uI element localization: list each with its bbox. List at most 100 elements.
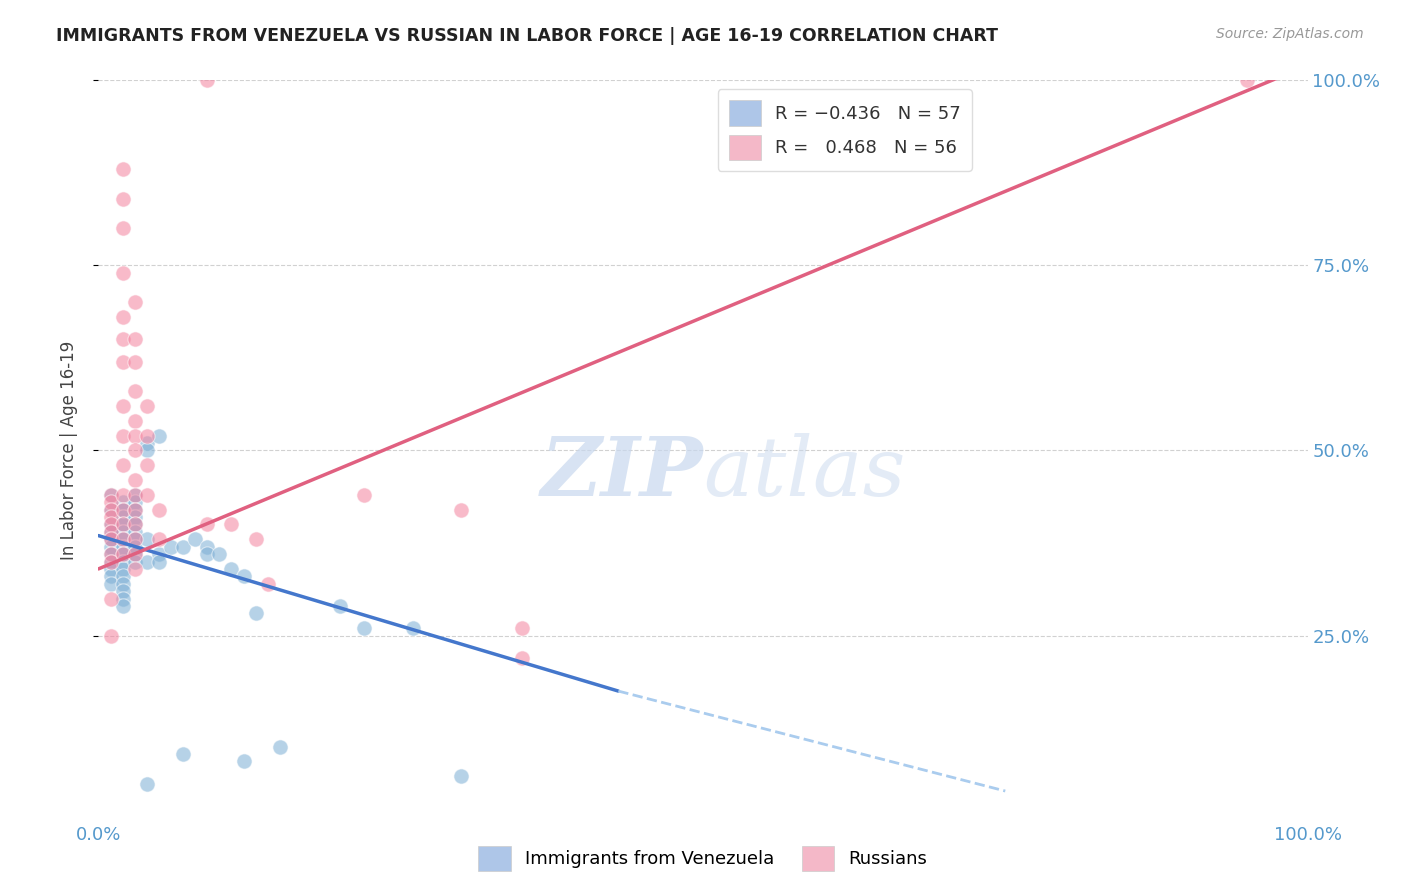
Point <box>232 755 254 769</box>
Point <box>256 576 278 591</box>
Point <box>148 428 170 442</box>
Point <box>135 555 157 569</box>
Point <box>208 547 231 561</box>
Point <box>148 547 170 561</box>
Point <box>111 310 134 325</box>
Point <box>135 776 157 791</box>
Point <box>172 540 194 554</box>
Point <box>111 510 134 524</box>
Point <box>135 533 157 547</box>
Point <box>111 266 134 280</box>
Legend: Immigrants from Venezuela, Russians: Immigrants from Venezuela, Russians <box>471 838 935 879</box>
Point <box>100 547 122 561</box>
Point <box>100 510 122 524</box>
Point <box>221 517 243 532</box>
Point <box>195 517 218 532</box>
Point <box>111 599 134 613</box>
Point <box>111 591 134 606</box>
Point <box>124 295 146 310</box>
Point <box>148 533 170 547</box>
Point <box>124 354 146 368</box>
Point <box>124 540 146 554</box>
Text: Source: ZipAtlas.com: Source: ZipAtlas.com <box>1216 27 1364 41</box>
Point <box>111 354 134 368</box>
Point <box>124 443 146 458</box>
Point <box>124 488 146 502</box>
Point <box>111 555 134 569</box>
Point <box>172 747 194 761</box>
Point <box>100 576 122 591</box>
Point <box>135 488 157 502</box>
Point <box>100 540 122 554</box>
Point <box>100 591 122 606</box>
Point <box>111 428 134 442</box>
Point <box>135 458 157 473</box>
Text: ZIP: ZIP <box>540 433 703 513</box>
Point <box>124 488 146 502</box>
Point <box>124 533 146 547</box>
Point <box>100 517 122 532</box>
Point <box>510 650 533 665</box>
Text: atlas: atlas <box>703 433 905 513</box>
Point <box>111 569 134 583</box>
Point <box>124 547 146 561</box>
Point <box>111 517 134 532</box>
Point <box>111 488 134 502</box>
Point <box>221 562 243 576</box>
Point <box>245 607 267 621</box>
Point <box>329 599 352 613</box>
Point <box>232 569 254 583</box>
Point <box>111 547 134 561</box>
Point <box>111 576 134 591</box>
Point <box>135 428 157 442</box>
Point <box>100 547 122 561</box>
Point <box>124 502 146 516</box>
Point <box>100 555 122 569</box>
Point <box>1236 73 1258 87</box>
Point <box>124 510 146 524</box>
Point <box>195 540 218 554</box>
Point <box>100 517 122 532</box>
Point <box>450 502 472 516</box>
Point <box>111 524 134 539</box>
Point <box>111 192 134 206</box>
Point <box>402 621 425 635</box>
Point <box>124 562 146 576</box>
Legend: R = −0.436   N = 57, R =   0.468   N = 56: R = −0.436 N = 57, R = 0.468 N = 56 <box>717 89 972 171</box>
Point <box>111 502 134 516</box>
Point <box>124 517 146 532</box>
Point <box>111 562 134 576</box>
Point <box>111 458 134 473</box>
Point <box>135 436 157 450</box>
Point <box>135 399 157 413</box>
Point <box>124 502 146 516</box>
Point <box>100 524 122 539</box>
Point <box>111 547 134 561</box>
Text: IMMIGRANTS FROM VENEZUELA VS RUSSIAN IN LABOR FORCE | AGE 16-19 CORRELATION CHAR: IMMIGRANTS FROM VENEZUELA VS RUSSIAN IN … <box>56 27 998 45</box>
Point <box>100 569 122 583</box>
Point <box>100 533 122 547</box>
Point <box>111 332 134 346</box>
Point <box>124 495 146 509</box>
Point <box>184 533 207 547</box>
Point <box>245 533 267 547</box>
Point <box>160 540 183 554</box>
Point <box>124 555 146 569</box>
Point <box>124 473 146 487</box>
Point <box>450 769 472 783</box>
Point <box>195 547 218 561</box>
Point <box>353 488 375 502</box>
Point <box>100 555 122 569</box>
Point <box>100 488 122 502</box>
Point <box>100 628 122 642</box>
Point <box>100 562 122 576</box>
Point <box>124 428 146 442</box>
Point <box>124 524 146 539</box>
Point <box>111 495 134 509</box>
Point <box>111 399 134 413</box>
Point <box>269 739 291 754</box>
Point <box>100 502 122 516</box>
Point <box>111 221 134 235</box>
Point <box>100 502 122 516</box>
Point <box>148 502 170 516</box>
